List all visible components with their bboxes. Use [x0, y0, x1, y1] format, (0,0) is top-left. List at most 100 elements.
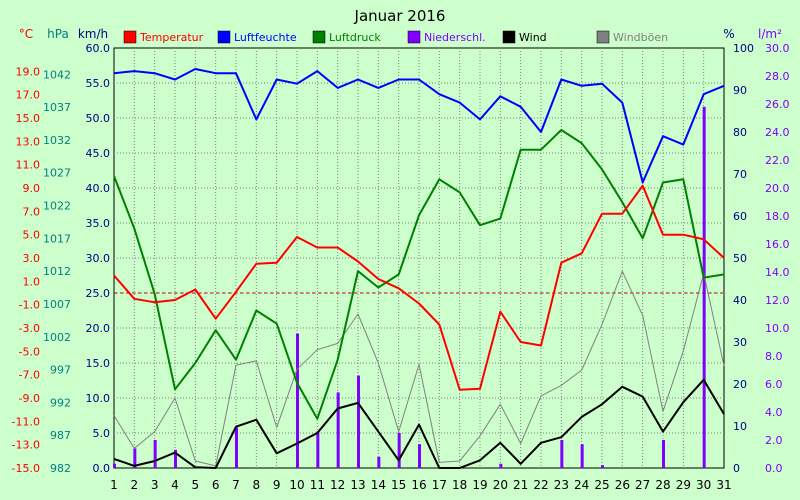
pressure-tick-label: 992: [50, 396, 71, 409]
humidity-tick-label: 50: [733, 252, 747, 265]
precip-unit-label: l/m²: [758, 27, 782, 41]
precip-tick-label: 10.0: [765, 322, 790, 335]
temp-tick-label: 15.0: [16, 112, 41, 125]
wind-tick-label: 55.0: [86, 77, 111, 90]
pressure-tick-label: 1032: [43, 134, 71, 147]
gust-legend-swatch: [596, 30, 610, 44]
wind-tick-label: 35.0: [86, 217, 111, 230]
precip-bar: [113, 463, 116, 468]
precip-bar: [397, 433, 401, 468]
axes: -15.0 -13.0 -11.0 -9.0 -7.0 -5.0 -3.0 -1.0 1.0 3.…: [12, 42, 790, 492]
wind-tick-label: 0.0: [93, 462, 111, 475]
day-tick-label: 2: [131, 478, 139, 492]
precip-bar: [662, 440, 665, 468]
precip-bar: [418, 444, 421, 468]
humidity-tick-label: 70: [733, 168, 747, 181]
precip-legend-label: Niederschl.: [424, 31, 486, 44]
day-tick-label: 21: [513, 478, 528, 492]
humidity-tick-label: 90: [733, 84, 747, 97]
wind-tick-label: 15.0: [86, 357, 111, 370]
temp-tick-label: 11.0: [16, 159, 41, 172]
precip-bar: [580, 444, 584, 468]
temp-legend-label: Temperatur: [139, 31, 204, 44]
precip-bars: [113, 106, 706, 469]
day-tick-label: 22: [533, 478, 548, 492]
temp-tick-label: -3.0: [19, 322, 40, 335]
day-tick-label: 26: [615, 478, 630, 492]
day-tick-label: 10: [289, 478, 304, 492]
day-tick-label: 8: [253, 478, 261, 492]
precip-bar: [560, 440, 564, 468]
day-tick-label: 16: [411, 478, 426, 492]
day-tick-label: 9: [273, 478, 281, 492]
temp-tick-label: -7.0: [19, 369, 40, 382]
precip-bar: [133, 448, 137, 468]
precip-tick-label: 30.0: [765, 42, 790, 55]
temp-tick-label: 7.0: [23, 205, 41, 218]
precip-tick-label: 16.0: [765, 238, 790, 251]
pressure-tick-label: 1037: [43, 101, 71, 114]
humidity-tick-label: 60: [733, 210, 747, 223]
temp-tick-label: 17.0: [16, 89, 41, 102]
precip-bar: [235, 427, 238, 468]
precip-legend-swatch: [407, 30, 421, 44]
precip-bar: [601, 465, 604, 468]
precip-bar: [357, 375, 360, 468]
pressure-tick-label: 1007: [43, 298, 71, 311]
day-tick-label: 25: [594, 478, 609, 492]
humidity-unit-label: %: [723, 27, 734, 41]
pressure-tick-label: 1002: [43, 331, 71, 344]
day-tick-label: 12: [330, 478, 345, 492]
day-tick-label: 18: [452, 478, 467, 492]
pressure-tick-label: 987: [50, 429, 71, 442]
precip-tick-label: 2.0: [765, 434, 783, 447]
wind-tick-label: 40.0: [86, 182, 111, 195]
precip-bar: [377, 456, 381, 468]
humidity-tick-label: 0: [733, 462, 740, 475]
day-tick-label: 29: [676, 478, 691, 492]
day-tick-label: 4: [171, 478, 179, 492]
temp-tick-label: 9.0: [23, 182, 41, 195]
temp-tick-label: 3.0: [23, 252, 41, 265]
day-tick-label: 27: [635, 478, 650, 492]
grid: [114, 48, 724, 468]
precip-tick-label: 0.0: [765, 462, 783, 475]
day-tick-label: 15: [391, 478, 406, 492]
pressure-legend-swatch: [312, 30, 326, 44]
precip-tick-label: 14.0: [765, 266, 790, 279]
day-tick-label: 20: [493, 478, 508, 492]
day-tick-label: 24: [574, 478, 589, 492]
wind-tick-label: 25.0: [86, 287, 111, 300]
day-tick-label: 14: [371, 478, 386, 492]
day-tick-label: 3: [151, 478, 159, 492]
day-tick-label: 6: [212, 478, 220, 492]
gust-legend-label: Windböen: [613, 31, 668, 44]
precip-tick-label: 24.0: [765, 126, 790, 139]
pressure-tick-label: 1027: [43, 167, 71, 180]
wind-tick-label: 10.0: [86, 392, 111, 405]
temp-tick-label: -13.0: [12, 439, 40, 452]
precip-bar: [296, 333, 299, 468]
day-tick-label: 28: [655, 478, 670, 492]
temp-unit-label: °C: [19, 27, 33, 41]
day-tick-label: 23: [554, 478, 569, 492]
temp-tick-label: -15.0: [12, 462, 40, 475]
precip-tick-label: 8.0: [765, 350, 783, 363]
day-tick-label: 31: [716, 478, 731, 492]
chart-title: Januar 2016: [354, 7, 446, 25]
day-tick-label: 30: [696, 478, 711, 492]
humidity-series-line: [113, 68, 725, 184]
wind-tick-label: 20.0: [86, 322, 111, 335]
precip-bar: [174, 449, 177, 468]
wind-tick-label: 60.0: [86, 42, 111, 55]
precip-bar: [153, 440, 157, 468]
temp-tick-label: -9.0: [19, 392, 40, 405]
day-tick-label: 13: [350, 478, 365, 492]
pressure-unit-label: hPa: [47, 27, 69, 41]
precip-tick-label: 18.0: [765, 210, 790, 223]
temp-tick-label: 13.0: [16, 135, 41, 148]
precip-tick-label: 6.0: [765, 378, 783, 391]
pressure-tick-label: 1022: [43, 200, 71, 213]
temp-tick-label: 19.0: [16, 65, 41, 78]
